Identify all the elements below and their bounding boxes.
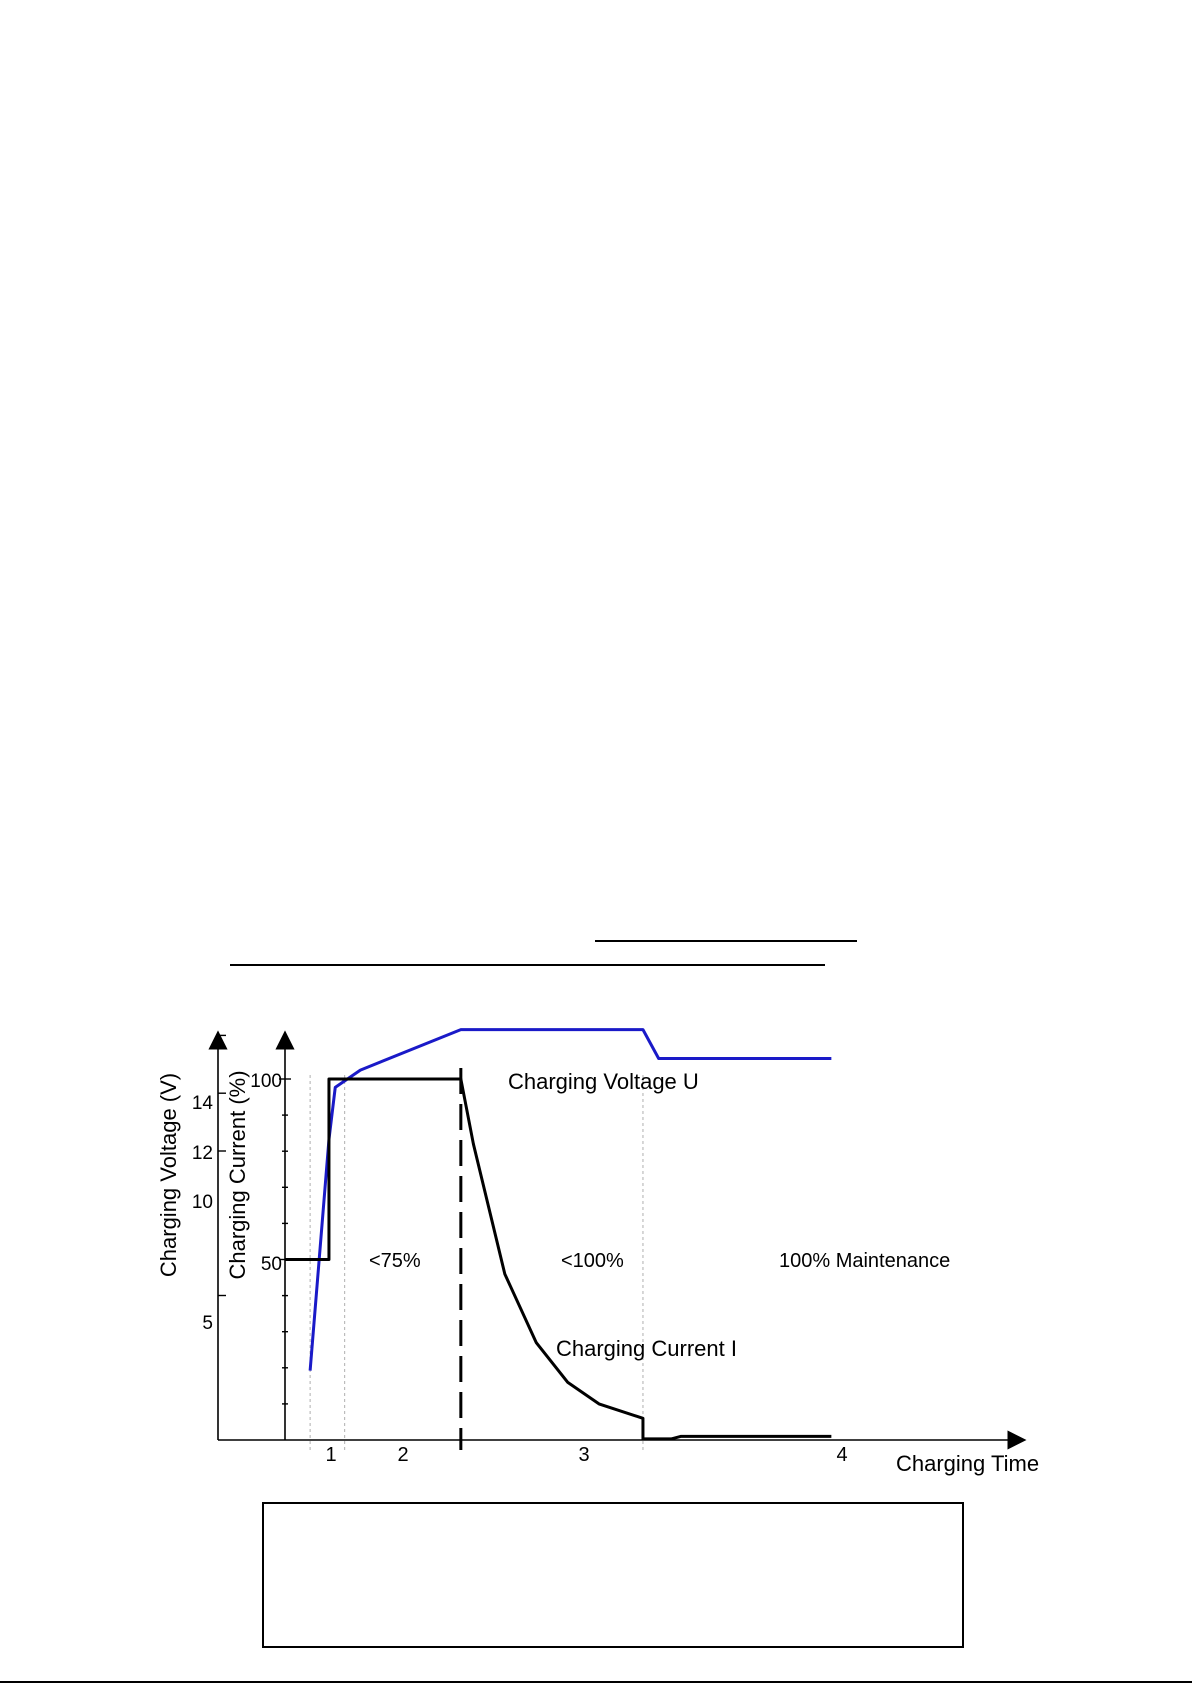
note-box — [262, 1502, 964, 1648]
region-label-3: 100% Maintenance — [779, 1250, 950, 1272]
left-tick-label-10: 10 — [192, 1192, 213, 1213]
right-tick-label-100: 100 — [250, 1071, 282, 1092]
current-series-label: Charging Current I — [556, 1336, 737, 1361]
right-tick-label-50: 50 — [261, 1254, 282, 1275]
footer-rule — [0, 1681, 1192, 1683]
x-axis-label: Charging Time — [896, 1451, 1039, 1476]
voltage-series-label: Charging Voltage U — [508, 1069, 699, 1094]
region-label-1: <75% — [369, 1250, 421, 1272]
region-label-2: <100% — [561, 1250, 624, 1272]
phase-label-1: 1 — [325, 1444, 336, 1466]
left-axis-label: Charging Voltage (V) — [156, 1073, 181, 1277]
left-tick-label-14: 14 — [192, 1093, 214, 1114]
right-axis-label: Charging Current (%) — [225, 1070, 250, 1279]
left-tick-label-12: 12 — [192, 1143, 213, 1164]
underline-rule-1 — [595, 940, 857, 942]
phase-label-3: 3 — [578, 1444, 589, 1466]
phase-label-4: 4 — [836, 1444, 847, 1466]
charging-current-line — [285, 1077, 832, 1441]
underline-rule-2 — [230, 964, 825, 966]
left-tick-label-5: 5 — [202, 1313, 213, 1334]
phase-label-2: 2 — [397, 1444, 408, 1466]
